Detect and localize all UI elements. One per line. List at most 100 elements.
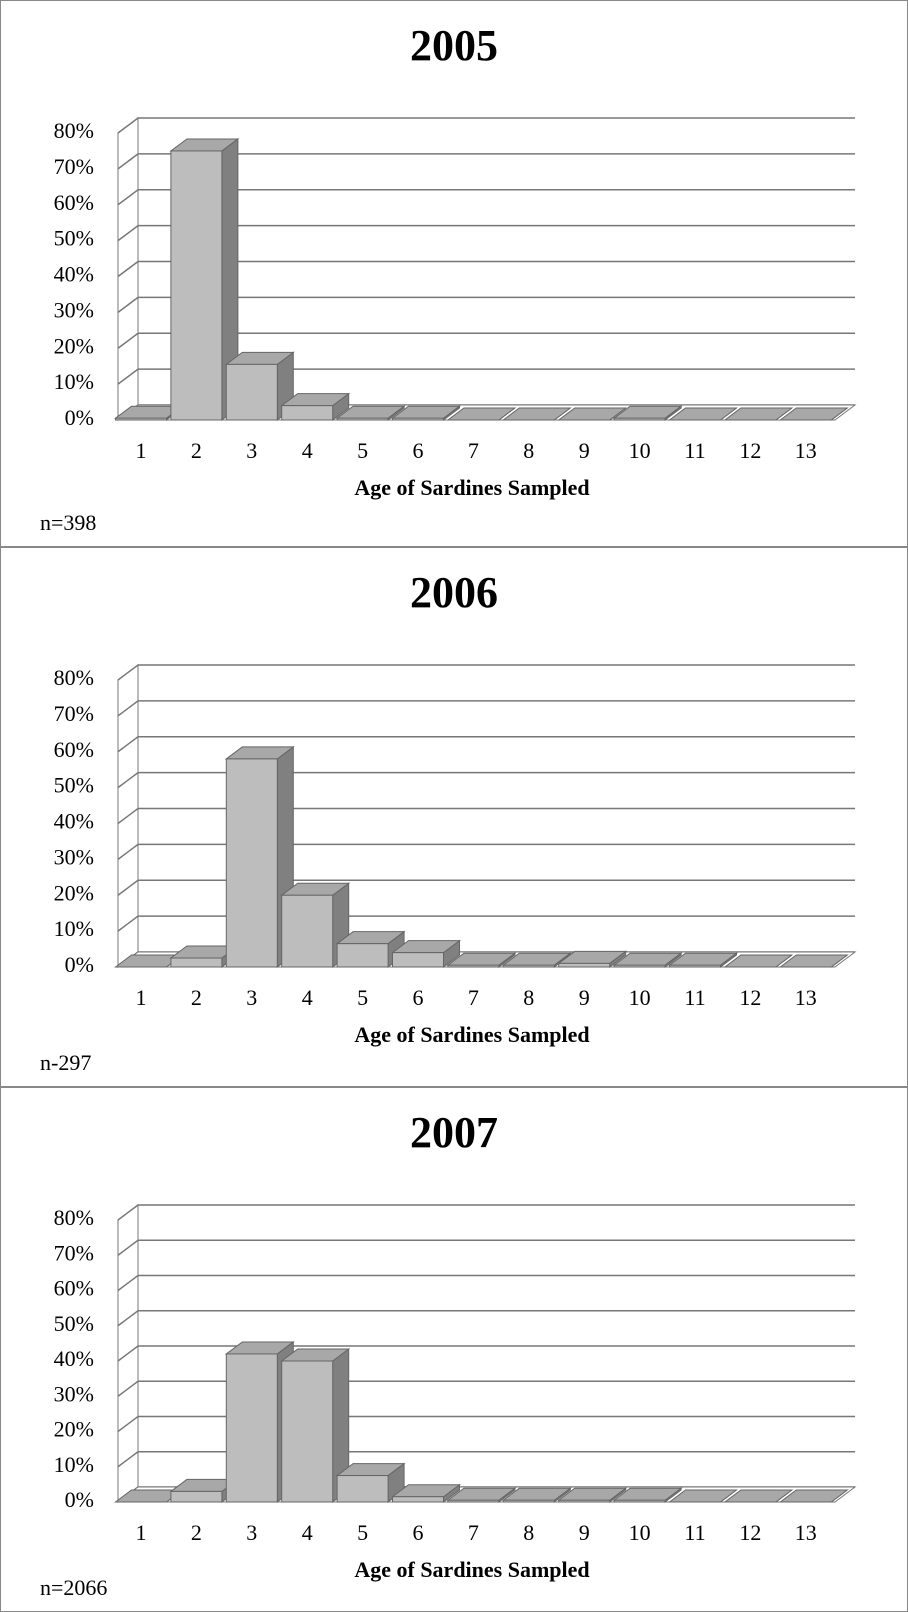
sample-size: n=398	[40, 510, 96, 535]
x-tick-label: 8	[523, 438, 534, 463]
x-tick-label: 10	[629, 985, 651, 1010]
x-tick-label: 6	[413, 985, 424, 1010]
bar	[225, 1353, 278, 1503]
x-tick-label: 5	[357, 1520, 368, 1545]
y-tick-label: 80%	[54, 118, 94, 143]
x-tick-label: 4	[302, 1520, 313, 1545]
bar	[613, 964, 666, 968]
x-tick-label: 3	[246, 1520, 257, 1545]
chart-title: 2006	[410, 568, 498, 617]
bar	[447, 1499, 500, 1503]
x-axis-title: Age of Sardines Sampled	[354, 475, 589, 500]
bar	[669, 964, 721, 968]
bar-top	[723, 954, 794, 968]
y-tick-label: 30%	[54, 297, 94, 322]
x-tick-label: 8	[523, 985, 534, 1010]
y-tick-label: 80%	[54, 1205, 94, 1230]
bar	[281, 405, 334, 421]
y-tick-label: 10%	[54, 369, 94, 394]
bar	[281, 894, 334, 968]
x-tick-label: 6	[413, 1520, 424, 1545]
grid-line	[117, 1380, 855, 1397]
bar	[613, 417, 666, 421]
grid-line	[117, 368, 855, 385]
y-tick-label: 10%	[54, 1452, 94, 1477]
x-tick-label: 1	[136, 985, 147, 1010]
y-tick-label: 50%	[54, 773, 94, 798]
x-axis-title: Age of Sardines Sampled	[354, 1557, 589, 1582]
grid-line	[117, 296, 855, 313]
x-tick-label: 11	[684, 1520, 705, 1545]
y-tick-label: 70%	[54, 1240, 94, 1265]
bar	[558, 962, 611, 968]
bar-top	[557, 407, 628, 421]
bar	[170, 150, 223, 421]
y-tick-label: 50%	[54, 226, 94, 251]
chart-title: 2007	[410, 1108, 498, 1157]
y-tick-label: 10%	[54, 916, 94, 941]
x-tick-label: 13	[795, 438, 817, 463]
x-tick-label: 3	[246, 985, 257, 1010]
grid-line	[117, 736, 855, 753]
x-tick-label: 7	[468, 985, 479, 1010]
grid-line	[117, 1239, 855, 1256]
x-tick-label: 7	[468, 438, 479, 463]
x-tick-label: 13	[795, 1520, 817, 1545]
x-tick-label: 2	[191, 1520, 202, 1545]
grid-line	[117, 224, 855, 242]
bar	[558, 1499, 611, 1503]
x-tick-label: 12	[739, 985, 761, 1010]
bar	[392, 417, 444, 421]
y-tick-label: 0%	[65, 952, 94, 977]
x-tick-label: 11	[684, 438, 705, 463]
y-tick-label: 60%	[54, 1276, 94, 1301]
y-tick-label: 60%	[54, 737, 94, 762]
bar	[225, 758, 278, 968]
grid-line	[117, 332, 855, 349]
bar	[336, 1475, 389, 1503]
bar	[392, 1496, 444, 1503]
y-tick-label: 20%	[54, 1417, 94, 1442]
y-tick-label: 20%	[54, 333, 94, 358]
bar	[502, 964, 555, 968]
bar-top	[778, 1489, 849, 1503]
y-tick-label: 40%	[54, 809, 94, 834]
bar	[336, 943, 389, 968]
x-tick-label: 4	[302, 438, 313, 463]
grid-line	[117, 879, 855, 896]
grid-line	[117, 1310, 855, 1327]
y-tick-label: 40%	[54, 1346, 94, 1371]
sample-size: n=2066	[40, 1575, 107, 1600]
grid-line	[117, 807, 855, 825]
bar	[613, 1499, 666, 1503]
grid-line	[117, 1345, 855, 1362]
y-tick-label: 30%	[54, 1381, 94, 1406]
chart-title: 2005	[410, 21, 498, 70]
x-tick-label: 12	[739, 1520, 761, 1545]
x-tick-label: 11	[684, 985, 705, 1010]
y-tick-label: 0%	[65, 1487, 94, 1512]
grid-line	[117, 1451, 855, 1468]
y-tick-label: 70%	[54, 701, 94, 726]
grid-line	[117, 153, 855, 170]
y-tick-label: 80%	[54, 665, 94, 690]
bar-top	[668, 1489, 738, 1503]
bar-top	[446, 407, 517, 421]
y-tick-label: 60%	[54, 190, 94, 215]
y-tick-label: 20%	[54, 880, 94, 905]
x-tick-label: 9	[579, 438, 590, 463]
bar	[447, 964, 500, 968]
y-tick-label: 30%	[54, 844, 94, 869]
x-tick-label: 10	[629, 438, 651, 463]
x-tick-label: 1	[136, 1520, 147, 1545]
x-tick-label: 9	[579, 1520, 590, 1545]
grid-line	[117, 915, 855, 932]
grid-line	[117, 700, 855, 717]
bar	[225, 363, 278, 421]
grid-line	[117, 843, 855, 860]
x-tick-label: 12	[739, 438, 761, 463]
